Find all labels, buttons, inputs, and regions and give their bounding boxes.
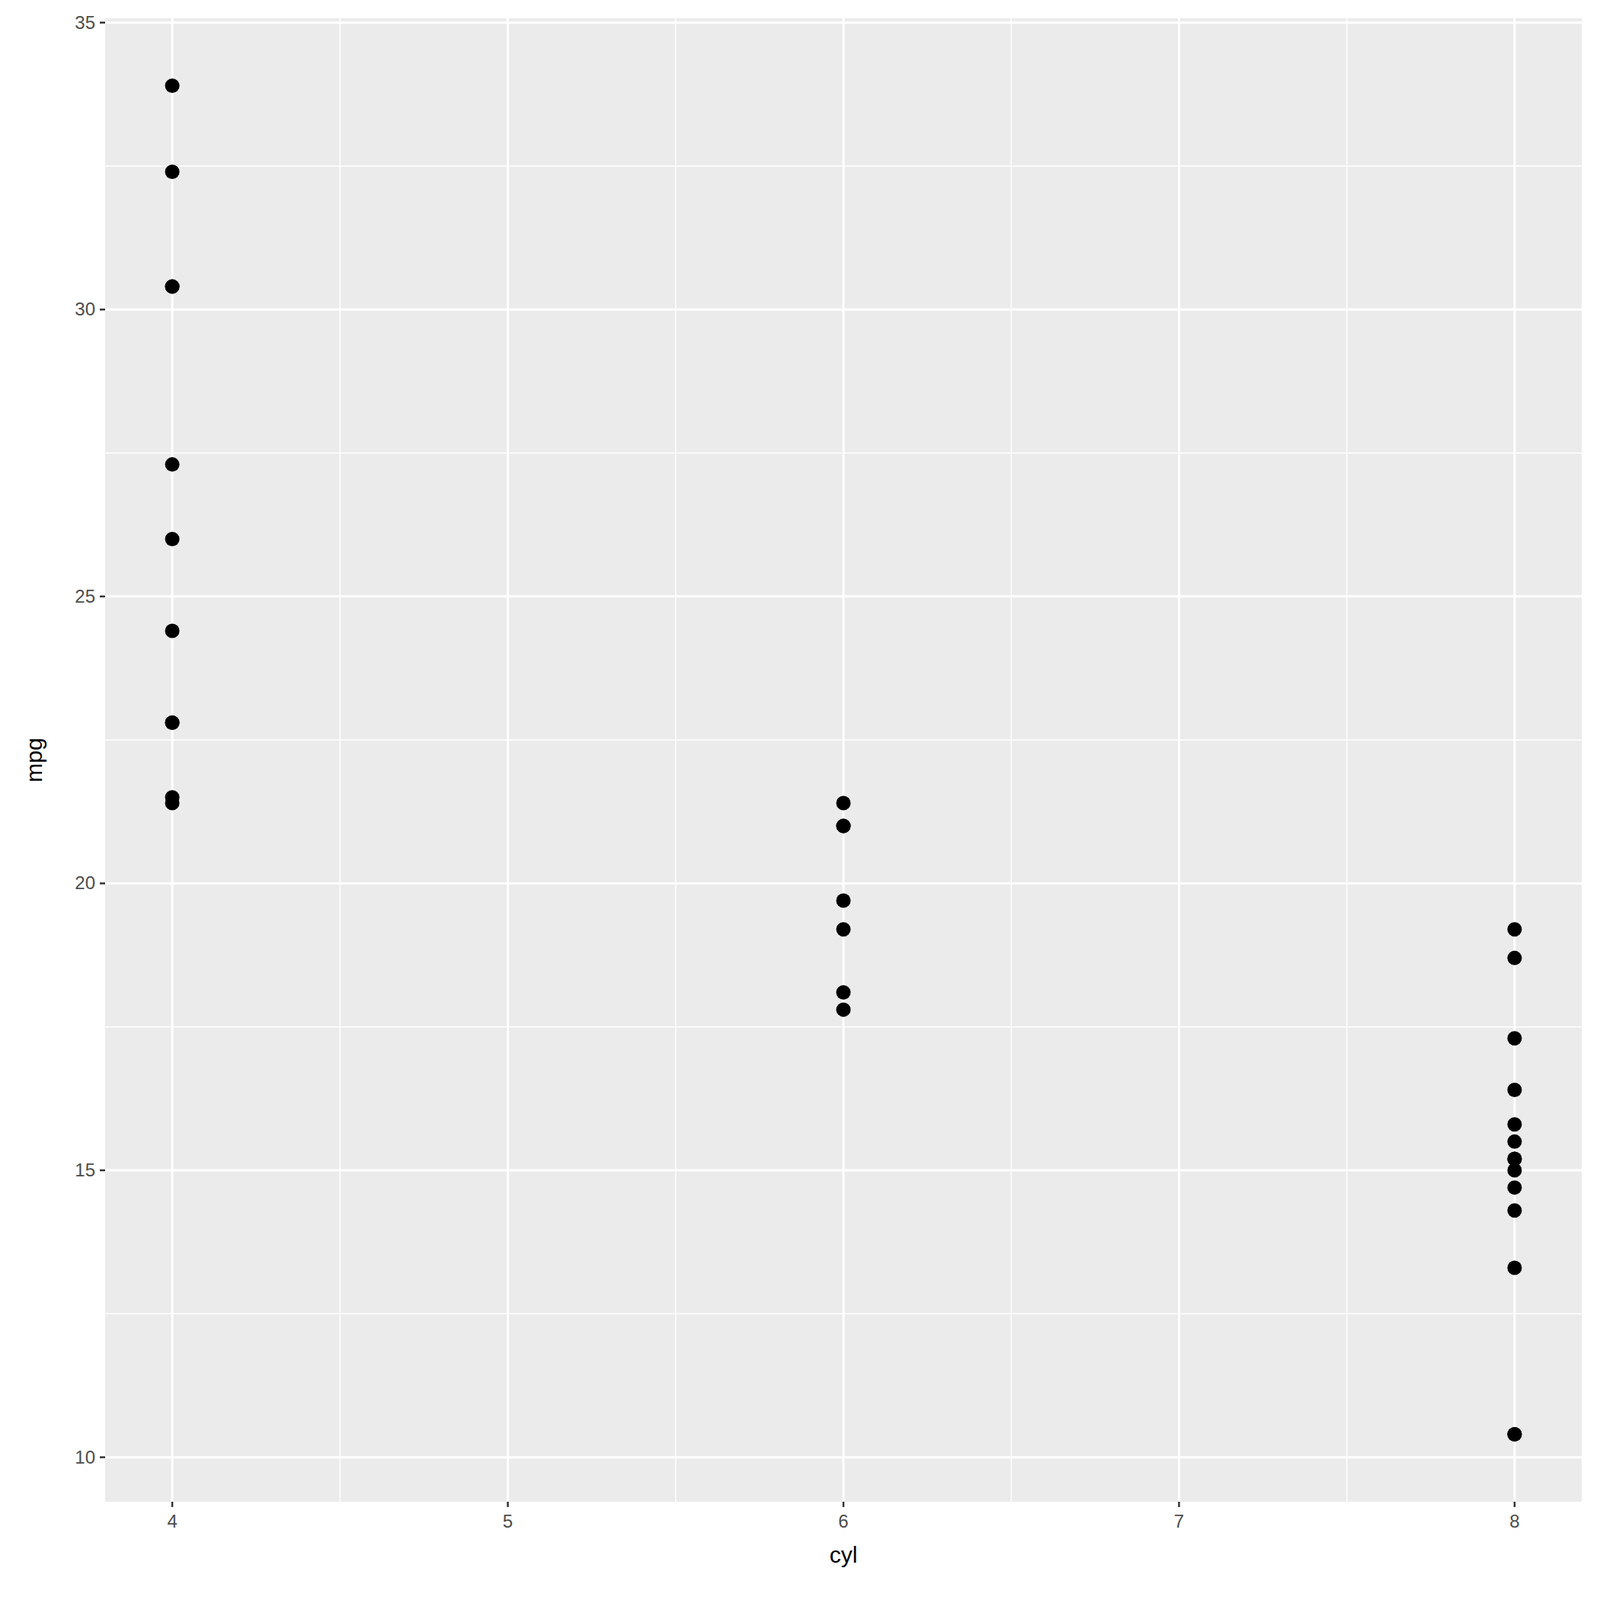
y-tick	[99, 1456, 106, 1459]
point	[1507, 921, 1522, 937]
x-tick-label: 8	[1509, 1510, 1520, 1532]
grid-line	[105, 595, 1582, 598]
y-tick	[99, 21, 106, 24]
x-tick	[171, 1501, 174, 1508]
grid-line	[842, 18, 845, 1502]
point	[1507, 1082, 1522, 1098]
y-tick-label: 15	[74, 1159, 96, 1181]
plot-panel	[105, 18, 1582, 1502]
y-tick	[99, 595, 106, 599]
x-tick	[506, 1501, 509, 1508]
grid-line	[506, 18, 509, 1502]
x-axis-title: cyl	[829, 1542, 858, 1568]
point	[165, 715, 180, 730]
grid-line	[105, 308, 1582, 311]
point	[836, 1002, 852, 1018]
grid-line	[1177, 18, 1181, 1502]
y-tick-label: 35	[74, 12, 96, 33]
point	[836, 819, 852, 834]
y-tick-label: 30	[74, 298, 96, 320]
chart: 4 5 6 7 8 10 15 20 25 30 35 cyl mpg	[0, 0, 1600, 1600]
point	[165, 78, 180, 93]
grid-line	[171, 18, 174, 1502]
point	[1507, 1163, 1522, 1178]
point	[836, 795, 852, 810]
point	[1507, 1030, 1522, 1046]
grid-line	[105, 882, 1582, 885]
point	[165, 795, 180, 810]
chart-container: 4 5 6 7 8 10 15 20 25 30 35 cyl mpg	[0, 0, 1600, 1600]
point	[165, 624, 180, 639]
point	[1507, 1116, 1522, 1132]
x-tick-label: 6	[838, 1510, 848, 1532]
point	[1507, 1134, 1522, 1149]
point	[1507, 950, 1522, 966]
y-tick	[99, 308, 106, 311]
minor-grid-line	[1346, 18, 1348, 1502]
point	[165, 279, 180, 295]
minor-grid-line	[1010, 18, 1012, 1502]
grid-line	[105, 1169, 1582, 1172]
grid-line	[1513, 18, 1516, 1502]
x-tick-label: 5	[502, 1510, 513, 1532]
minor-grid-line	[675, 18, 677, 1502]
grid-line	[105, 21, 1582, 24]
point	[165, 531, 180, 547]
minor-grid-line	[339, 18, 342, 1502]
x-tick	[842, 1501, 845, 1508]
y-tick	[99, 1169, 106, 1172]
point	[1507, 1260, 1522, 1276]
y-tick-label: 10	[74, 1446, 96, 1468]
x-tick	[1177, 1501, 1181, 1508]
point	[836, 985, 852, 1000]
points	[165, 78, 1523, 1442]
point	[836, 893, 852, 909]
y-tick-label: 20	[74, 872, 96, 893]
y-axis-title: mpg	[21, 737, 47, 782]
y-tick	[99, 882, 106, 885]
point	[165, 715, 180, 730]
point	[1507, 1203, 1522, 1218]
x-tick-label: 4	[166, 1510, 177, 1532]
point	[165, 279, 180, 295]
point	[165, 164, 180, 180]
point	[1507, 1427, 1522, 1442]
x-tick	[1513, 1501, 1517, 1508]
grid-line	[105, 1456, 1582, 1459]
x-tick-label: 7	[1174, 1510, 1184, 1532]
point	[836, 819, 852, 834]
point	[836, 921, 852, 937]
point	[1507, 1427, 1522, 1442]
point	[165, 457, 180, 472]
point	[1507, 1180, 1522, 1195]
y-tick-label: 25	[74, 585, 96, 607]
